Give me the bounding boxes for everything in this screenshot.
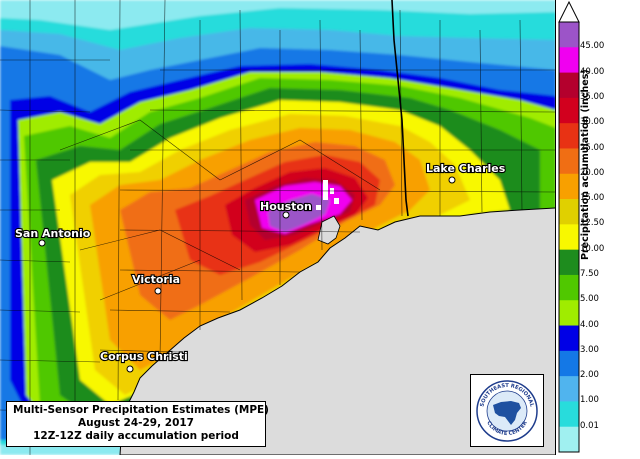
legend-tick-label: 1.00 <box>580 395 599 406</box>
county-borders <box>0 0 555 455</box>
city-marker-corpus-christi: Corpus Christi <box>99 349 189 373</box>
map-title-line3: 12Z-12Z daily accumulation period <box>33 430 239 442</box>
legend-swatch <box>559 401 579 428</box>
legend-tick-label: 3.00 <box>580 344 599 355</box>
legend-tick-label: 0.01 <box>580 420 599 431</box>
legend-tick-label: 30.00 <box>580 117 605 128</box>
legend-swatch <box>559 97 579 124</box>
legend-swatch <box>559 350 579 377</box>
legend-swatch <box>559 376 579 402</box>
legend-tick-label: 5.00 <box>580 294 599 305</box>
legend-tick-label: 45.00 <box>580 41 605 52</box>
legend-tick-label: 10.00 <box>580 243 605 254</box>
legend-overflow-arrow <box>558 0 580 23</box>
galveston-bay <box>317 215 341 245</box>
city-label-corpus-christi: Corpus Christi <box>100 350 188 363</box>
legend-swatch <box>559 22 579 48</box>
state-border-tx-la <box>391 0 409 217</box>
map-title-line2: August 24-29, 2017 <box>78 417 194 429</box>
city-label-san-antonio: San Antonio <box>15 227 91 240</box>
city-marker-houston: Houston <box>259 199 313 219</box>
precipitation-map: Houston Lake Charles San Antonio Victori… <box>0 0 556 455</box>
legend-swatch <box>559 123 579 149</box>
legend-colorbar <box>558 0 580 453</box>
map-title-box: Multi-Sensor Precipitation Estimates (MP… <box>6 401 269 447</box>
legend-tick-label: 12.50 <box>580 218 605 229</box>
legend-tick-label: 25.00 <box>580 142 605 153</box>
legend-tick-label: 7.50 <box>580 268 599 279</box>
legend-frame <box>558 21 580 453</box>
legend-swatch <box>559 300 579 326</box>
city-label-houston: Houston <box>260 200 312 213</box>
legend-tick-label: 35.00 <box>580 91 605 102</box>
map-title-line1: Multi-Sensor Precipitation Estimates (MP… <box>13 404 269 416</box>
legend-swatch <box>559 325 579 352</box>
city-label-victoria: Victoria <box>132 273 180 286</box>
precip-zone-max <box>268 194 330 232</box>
legend-swatch <box>559 249 579 276</box>
legend-swatch <box>559 199 579 225</box>
city-marker-san-antonio: San Antonio <box>14 226 92 247</box>
city-label-lake-charles: Lake Charles <box>426 162 506 175</box>
precip-legend: 45.00 40.00 35.00 30.00 25.00 20.00 15.00 12.50… <box>558 0 640 455</box>
legend-title: Precipitation accumulation (inches) <box>580 69 591 260</box>
southeast-states-icon <box>493 401 521 425</box>
legend-swatch <box>559 426 579 453</box>
legend-swatch <box>559 47 579 73</box>
legend-swatch <box>559 274 579 301</box>
legend-tick-label: 40.00 <box>580 66 605 77</box>
city-marker-lake-charles: Lake Charles <box>425 161 507 184</box>
legend-tick-label: 2.00 <box>580 370 599 381</box>
legend-tick-label: 20.00 <box>580 167 605 178</box>
legend-swatch <box>559 224 579 251</box>
legend-swatch <box>559 173 579 200</box>
legend-tick-label: 4.00 <box>580 319 599 330</box>
city-marker-victoria: Victoria <box>131 272 181 295</box>
srcc-logo: SOUTHEAST REGIONAL CLIMATE CENTER <box>470 374 544 447</box>
legend-tick-label: 15.00 <box>580 193 605 204</box>
legend-swatch <box>559 72 579 99</box>
legend-swatch <box>559 148 579 175</box>
